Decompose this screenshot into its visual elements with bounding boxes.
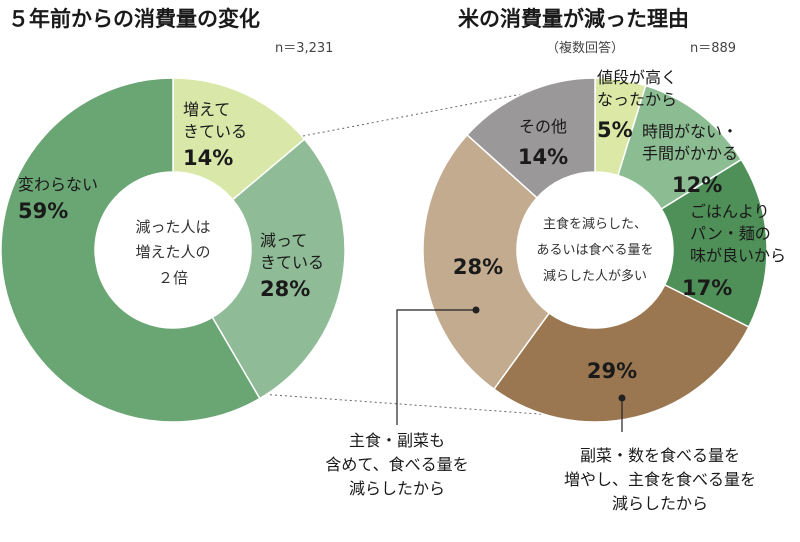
right-slice-5 xyxy=(422,133,551,391)
left-slice-1-value: 14% xyxy=(183,146,233,170)
left-slice-2 xyxy=(211,138,346,400)
left-chart-n: n＝3,231 xyxy=(275,41,333,56)
left-slice-2-label-2: きている xyxy=(260,253,324,272)
left-slice-2-label-1: 減って xyxy=(260,231,307,250)
right-slice-3 xyxy=(660,158,768,328)
left-slice-3 xyxy=(0,77,261,423)
callout-right-line-1: 副菜・数を食べる量を xyxy=(580,446,740,465)
left-center-line-1: 減った人は xyxy=(135,218,210,236)
left-center-line-3: ２倍 xyxy=(158,269,188,287)
right-slice-3-label-3: 味が良いから xyxy=(690,246,786,265)
right-center-line-1: 主食を減らした、 xyxy=(543,216,647,232)
right-slice-4-value: 29% xyxy=(587,359,637,383)
callout-right-line-2: 増やし、主食を食べる量を xyxy=(564,470,756,489)
callout-right-line-3: 減らしたから xyxy=(612,494,708,513)
right-center-line-2: あるいは食べる量を xyxy=(536,242,653,258)
right-slice-1-value: 5% xyxy=(597,118,633,142)
connector-line-bottom xyxy=(259,393,596,419)
callout-left-line-2: 含めて、食べる量を xyxy=(325,455,468,474)
callout-leader-right xyxy=(618,394,626,432)
left-chart-title: ５年前からの消費量の変化 xyxy=(8,7,260,31)
right-slice-4 xyxy=(492,283,750,423)
left-slice-3-value: 59% xyxy=(18,199,68,223)
right-center-line-3: 減らした人が多い xyxy=(543,268,647,284)
right-slice-2-label-2: 手間がかかる xyxy=(642,144,738,163)
right-slice-3-value: 17% xyxy=(682,276,732,300)
right-slice-5-value: 28% xyxy=(453,255,503,279)
left-slice-1-label-2: きている xyxy=(183,122,247,141)
right-slice-2-label-1: 時間がない・ xyxy=(642,122,738,141)
right-slice-1-label-2: なったから xyxy=(597,90,677,109)
right-slice-2-value: 12% xyxy=(672,173,722,197)
callout-left: 主食・副菜も 含めて、食べる量を 減らしたから xyxy=(325,431,468,498)
right-chart-n: n＝889 xyxy=(690,41,736,56)
callout-left-line-1: 主食・副菜も xyxy=(349,431,445,450)
right-center-note: 主食を減らした、 あるいは食べる量を 減らした人が多い xyxy=(536,216,653,284)
callout-right: 副菜・数を食べる量を 増やし、主食を食べる量を 減らしたから xyxy=(564,446,756,513)
right-slice-6-value: 14% xyxy=(518,145,568,169)
callout-leader-left xyxy=(396,306,480,425)
left-slice-3-label-1: 変わらない xyxy=(18,175,98,194)
right-slice-6 xyxy=(466,77,596,199)
right-chart-subtitle: （複数回答） xyxy=(546,40,624,56)
right-slice-3-label-1: ごはんより xyxy=(690,202,770,221)
left-slice-2-value: 28% xyxy=(260,277,310,301)
right-slice-1-label-1: 値段が高く xyxy=(597,68,677,87)
right-slice-3-label-2: パン・麺の xyxy=(690,224,771,243)
left-slice-1-label-1: 増えて xyxy=(183,100,230,119)
callout-left-line-3: 減らしたから xyxy=(349,479,445,498)
right-chart-title: 米の消費量が減った理由 xyxy=(458,7,689,31)
left-center-line-2: 増えた人の xyxy=(135,243,210,261)
right-slice-6-label-1: その他 xyxy=(519,117,567,136)
left-center-note: 減った人は 増えた人の ２倍 xyxy=(135,218,210,287)
